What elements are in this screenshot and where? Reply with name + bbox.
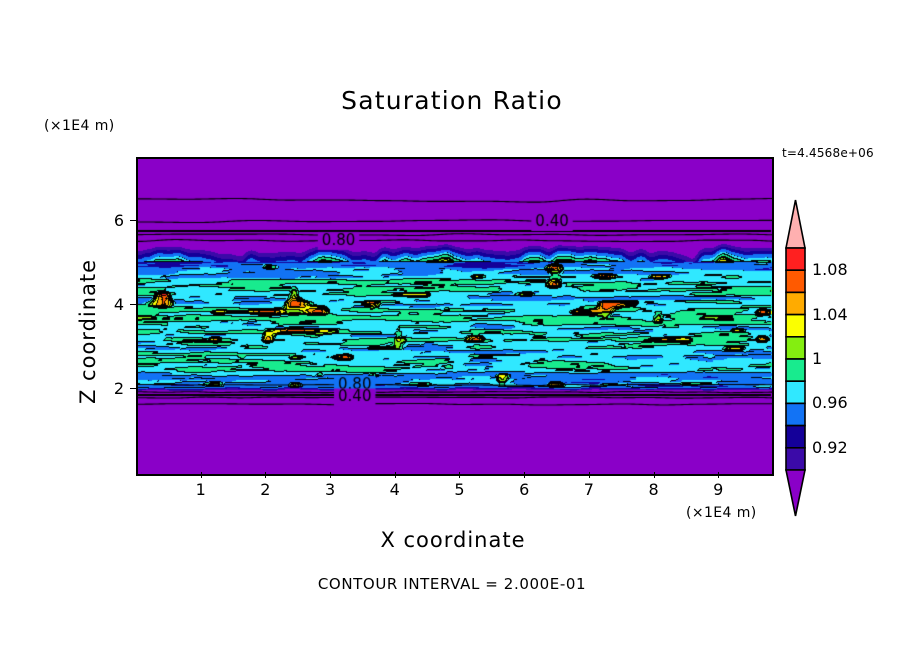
horizontal-axis-unit-label: (×1E4 m)	[686, 505, 757, 521]
page-title: Saturation Ratio	[341, 86, 563, 115]
y-axis-tick-label: 6	[113, 211, 124, 230]
colorbar-band	[785, 424, 806, 449]
x-axis-title: X coordinate	[380, 528, 526, 552]
y-axis-title: Z coordinate	[76, 258, 100, 404]
x-axis-tick	[265, 472, 267, 478]
colorbar-tick-label: 1.08	[812, 260, 848, 280]
colorbar-under-range-arrow	[785, 469, 806, 517]
y-axis-tick	[130, 388, 136, 389]
y-axis-tick-label: 2	[113, 379, 124, 398]
colorbar-band	[785, 358, 806, 383]
x-axis-tick-label: 9	[713, 480, 724, 499]
colorbar-band	[785, 269, 806, 294]
y-axis-tick-label: 4	[113, 295, 124, 314]
x-axis-tick-label: 3	[324, 480, 336, 499]
colorbar	[778, 198, 814, 520]
colorbar-band	[785, 380, 806, 405]
contour-plot-canvas	[138, 159, 772, 474]
contour-plot-area	[136, 157, 774, 476]
colorbar-tick-label: 1	[812, 349, 823, 368]
x-axis-tick	[653, 472, 655, 478]
x-axis-tick-label: 4	[389, 480, 400, 499]
vertical-axis-unit-label: (×1E4 m)	[44, 118, 115, 134]
colorbar-tick-label: 0.92	[812, 437, 848, 457]
x-axis-tick-label: 1	[195, 480, 206, 499]
x-axis-tick	[524, 472, 526, 478]
x-axis-tick	[718, 472, 720, 478]
colorbar-band	[785, 247, 806, 272]
x-axis-tick	[330, 472, 332, 478]
x-axis-tick	[394, 472, 396, 478]
colorbar-band	[785, 402, 806, 427]
x-axis-tick-label: 7	[583, 480, 594, 499]
colorbar-band	[785, 447, 806, 471]
colorbar-band	[785, 336, 806, 360]
x-axis-tick-label: 2	[260, 480, 271, 499]
colorbar-band	[785, 291, 806, 316]
colorbar-over-range-arrow	[785, 199, 806, 249]
y-axis-tick	[130, 220, 136, 221]
contour-interval-caption: CONTOUR INTERVAL = 2.000E-01	[317, 575, 587, 593]
x-axis-tick	[459, 472, 461, 478]
time-stamp-label: t=4.4568e+06	[782, 146, 874, 160]
x-axis-tick-label: 5	[454, 480, 465, 499]
x-axis-tick	[200, 472, 202, 478]
colorbar-tick-label: 0.96	[812, 393, 848, 413]
colorbar-tick-label: 1.04	[812, 304, 848, 324]
colorbar-band	[785, 313, 806, 338]
x-axis-tick	[588, 472, 590, 478]
colorbar-svg	[785, 199, 806, 517]
y-axis-tick	[130, 304, 136, 305]
x-axis-tick-label: 6	[519, 480, 530, 499]
x-axis-tick-label: 8	[648, 480, 659, 499]
